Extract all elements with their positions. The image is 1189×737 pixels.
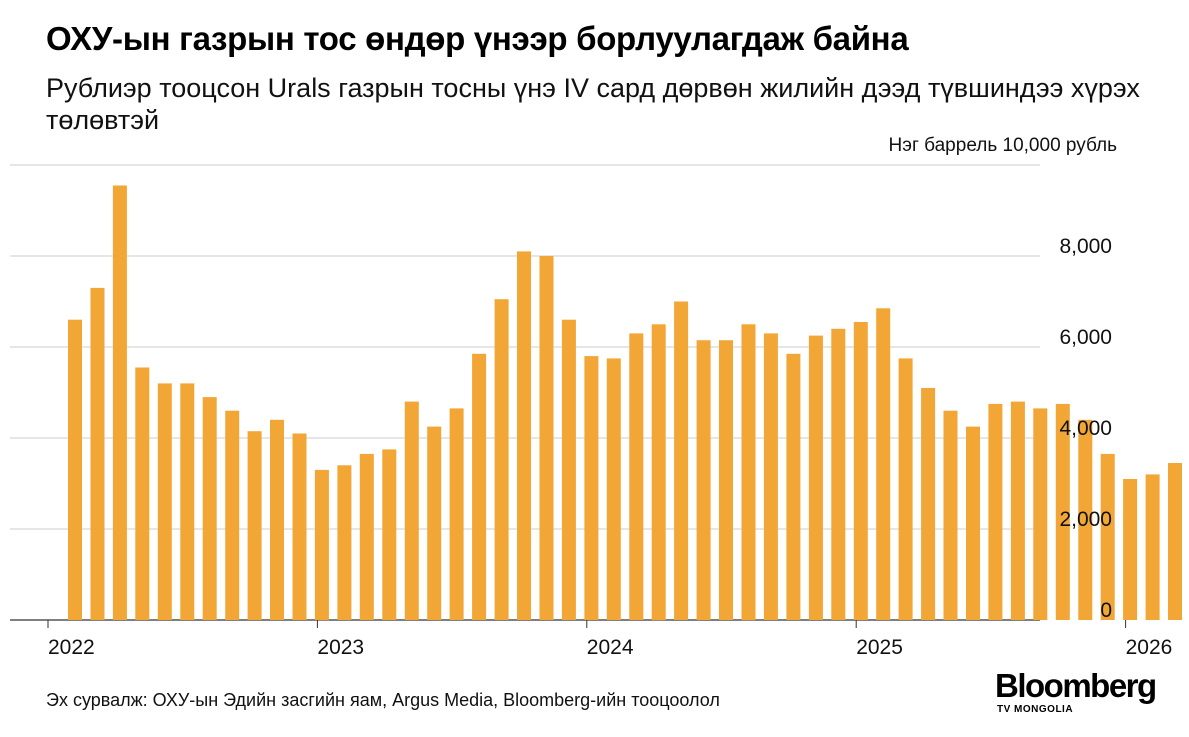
bar <box>808 335 823 620</box>
bar <box>606 358 621 620</box>
bar <box>741 324 756 621</box>
x-tick-label: 2024 <box>587 636 634 659</box>
y-axis-unit-label: Нэг баррель 10,000 рубль <box>888 135 1117 156</box>
bar <box>1055 403 1070 620</box>
bar <box>539 256 554 620</box>
bar <box>853 322 868 620</box>
bar <box>561 319 576 620</box>
bar <box>876 308 891 620</box>
bar <box>404 401 419 620</box>
bar <box>247 431 262 620</box>
bar <box>494 299 509 620</box>
bar <box>966 426 980 620</box>
brand-subtitle: TV MONGOLIA <box>997 704 1074 715</box>
bar <box>90 287 105 620</box>
bar <box>651 324 666 621</box>
bar <box>719 340 733 620</box>
bar <box>202 397 217 620</box>
bar <box>988 403 1003 620</box>
bar <box>1078 419 1093 620</box>
bar <box>112 185 127 620</box>
x-tick-label: 2026 <box>1126 636 1173 659</box>
x-tick-label: 2022 <box>48 636 95 659</box>
bar <box>68 319 82 620</box>
bar <box>314 469 329 621</box>
bar <box>1100 453 1115 620</box>
bar <box>472 353 487 620</box>
bar <box>674 301 689 620</box>
bar <box>629 333 644 620</box>
bar <box>292 433 307 620</box>
bar <box>898 358 913 620</box>
bloomberg-logo: Bloomberg TV MONGOLIA <box>995 667 1160 716</box>
brand-name: Bloomberg <box>995 667 1157 704</box>
chart-title: ОХУ-ын газрын тос өндөр үнээр борлуулагд… <box>46 20 909 57</box>
bar <box>517 251 531 620</box>
y-tick-label: 8,000 <box>1059 235 1112 258</box>
bar <box>831 328 846 620</box>
bar <box>1123 479 1138 620</box>
y-tick-label: 6,000 <box>1059 326 1112 349</box>
bar <box>157 383 172 620</box>
source-note: Эх сурвалж: ОХУ-ын Эдийн засгийн яам, Ar… <box>46 690 720 710</box>
bars <box>68 185 1182 621</box>
bar <box>427 426 442 620</box>
bar <box>1010 401 1025 620</box>
bar <box>359 453 374 620</box>
bar <box>449 408 464 620</box>
y-tick-label: 0 <box>1100 599 1112 622</box>
bar <box>135 367 150 620</box>
bar <box>180 383 195 620</box>
bar <box>584 356 599 620</box>
bar <box>382 449 397 620</box>
bar <box>696 340 711 620</box>
x-tick-label: 2023 <box>317 636 364 659</box>
bar <box>1145 474 1160 620</box>
y-tick-label: 4,000 <box>1059 417 1112 440</box>
y-tick-labels: 0 2,000 4,000 6,000 8,000 <box>1059 235 1112 622</box>
bar <box>786 353 801 620</box>
y-tick-label: 2,000 <box>1059 508 1112 531</box>
bar <box>763 333 778 620</box>
x-tick-labels: 2022 2023 2024 2025 2026 <box>47 620 1173 659</box>
bar <box>270 419 284 620</box>
chart-subtitle: Рублиэр тооцсон Urals газрын тосны үнэ I… <box>46 73 1140 135</box>
bar <box>921 388 936 620</box>
bar <box>1033 408 1048 620</box>
bar <box>1168 463 1182 620</box>
bar <box>943 410 958 620</box>
bar <box>337 465 352 620</box>
bar <box>225 410 240 620</box>
x-tick-label: 2025 <box>856 636 903 659</box>
